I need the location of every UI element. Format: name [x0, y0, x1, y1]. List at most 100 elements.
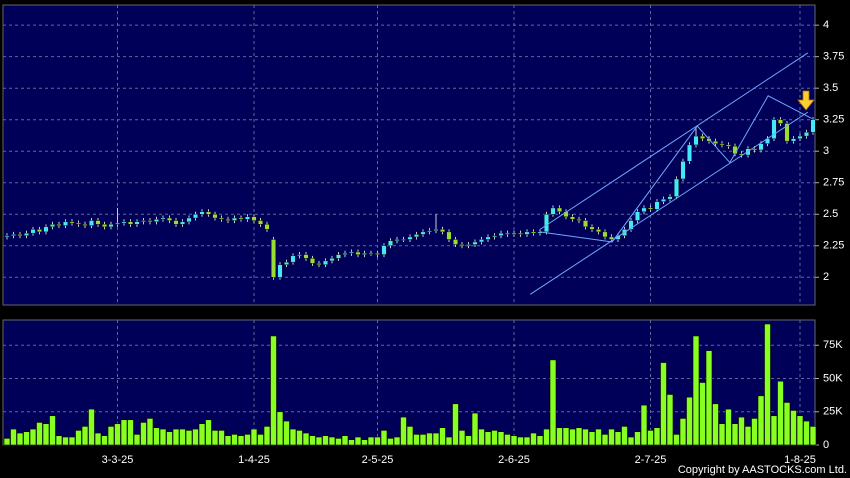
volume-bar — [653, 427, 661, 446]
volume-bar — [114, 423, 121, 446]
candle-body — [589, 226, 595, 230]
volume-bar — [81, 426, 89, 446]
volume-bar — [166, 431, 173, 446]
candle-body — [420, 231, 426, 235]
candle-body — [375, 253, 381, 255]
candle-body — [440, 229, 446, 233]
volume-bar — [380, 430, 388, 446]
volume-bar — [640, 404, 648, 446]
volume-bar — [315, 436, 323, 446]
volume-bar — [120, 419, 128, 446]
volume-bar — [179, 428, 186, 446]
volume-bar — [491, 430, 498, 446]
volume-bar — [283, 420, 290, 446]
candle-body — [173, 220, 179, 225]
candle-body — [667, 196, 673, 200]
candle-body — [147, 220, 153, 223]
candle-body — [433, 229, 439, 231]
candle-body — [186, 217, 192, 223]
volume-bar — [445, 436, 453, 446]
y-tick-label: 3.75 — [823, 51, 844, 63]
y-tick-label: 0 — [823, 439, 829, 451]
candle-body — [576, 219, 582, 221]
volume-bar — [712, 403, 719, 446]
candle-body — [225, 219, 231, 221]
candle-body — [10, 234, 16, 236]
candle-body — [355, 251, 361, 255]
candle-body — [264, 224, 270, 230]
signal-arrow — [797, 90, 815, 111]
candle-body — [153, 219, 159, 223]
volume-bar — [23, 431, 30, 446]
candle-body — [310, 258, 316, 264]
candle-body — [680, 161, 686, 180]
candle-body — [388, 240, 394, 246]
volume-bar — [55, 435, 63, 446]
volume-bar — [393, 436, 401, 446]
volume-bar — [413, 434, 420, 446]
volume-bar — [16, 432, 24, 446]
y-tick-label: 3.5 — [823, 82, 838, 94]
candle-body — [628, 220, 634, 230]
volume-bar — [62, 436, 69, 446]
candle-body — [160, 217, 166, 220]
candle-body — [498, 232, 504, 236]
volume-bar — [153, 427, 160, 446]
volume-bar — [322, 435, 329, 446]
candle-body — [674, 178, 680, 197]
candle-body — [342, 253, 348, 255]
volume-bar — [634, 431, 641, 446]
candle-body — [88, 220, 94, 226]
candle-body — [791, 138, 797, 142]
volume-bar — [731, 423, 739, 446]
candle-body — [719, 143, 725, 146]
candle-body — [95, 220, 101, 225]
volume-bar — [621, 426, 628, 446]
price-panel — [2, 4, 816, 306]
candle-body — [810, 119, 816, 133]
candle-body — [446, 231, 452, 240]
volume-bar — [140, 422, 147, 446]
volume-bar — [738, 416, 745, 446]
x-tick-label: 1-8-25 — [784, 454, 816, 466]
candle-body — [4, 235, 10, 238]
volume-bar — [107, 426, 115, 446]
candle-body — [231, 217, 237, 221]
candle-body — [271, 239, 277, 278]
candle-body — [511, 232, 517, 235]
candle-body — [407, 236, 413, 240]
volume-bar — [419, 434, 427, 446]
volume-bar — [335, 438, 342, 446]
candle-body — [75, 222, 81, 225]
candle-body — [114, 222, 120, 225]
plot-layer: 2 2.25 2.5 2.75 3 3.25 3.5 3.75 4 0 25K 50K 75K 3-3-2… — [3, 5, 844, 466]
candle-body — [199, 211, 205, 215]
y-tick-label: 50K — [823, 372, 843, 384]
volume-bar — [42, 423, 50, 446]
volume-bar — [666, 394, 674, 446]
volume-bar — [257, 434, 264, 446]
candle-body — [69, 221, 75, 224]
candle-body — [362, 253, 368, 255]
candle-body — [50, 224, 56, 228]
candle-body — [459, 244, 465, 246]
candle-body — [531, 231, 537, 234]
volume-bar — [465, 435, 472, 446]
candle-body — [277, 264, 283, 278]
candle-body — [771, 119, 777, 139]
candle-body — [43, 226, 49, 233]
volume-bar — [718, 423, 726, 446]
volume-bar — [276, 411, 284, 446]
candle-body — [101, 224, 107, 228]
candle-body — [804, 132, 810, 137]
volume-bar — [497, 431, 505, 446]
volume-bar — [699, 382, 706, 446]
candle-body — [394, 239, 400, 241]
candle-body — [693, 135, 699, 146]
trend-line — [529, 111, 809, 295]
y-tick-label: 25K — [823, 406, 843, 418]
candle-body — [323, 260, 329, 265]
volume-bar — [562, 427, 570, 446]
volume-bar — [439, 427, 446, 446]
